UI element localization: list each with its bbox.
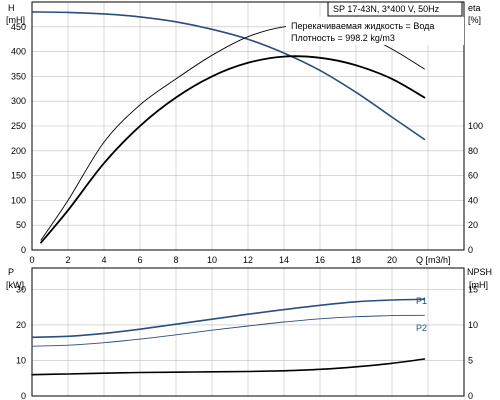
bottom-y-left-tick-label: 30 (16, 284, 26, 294)
top-y-right-tick-label: 60 (468, 171, 478, 181)
top-x-tick-label: 12 (243, 255, 253, 265)
bottom-series (31, 298, 426, 376)
top-chart: SP 17-43N, 3*400 V, 50Hz Перекачиваемая … (6, 1, 483, 265)
top-x-tick-label: 4 (101, 255, 106, 265)
bottom-y-right-tick-label: 15 (468, 284, 478, 294)
bottom-series-line-1 (31, 314, 425, 347)
top-y-right-tick-label: 40 (468, 195, 478, 205)
top-plot-frame (31, 1, 465, 251)
top-series (31, 11, 426, 244)
top-x-tick-label: 14 (279, 255, 289, 265)
top-y-right-ticks: 0 20 40 60 80 100 (468, 121, 483, 255)
top-x-tick-label: 0 (29, 255, 34, 265)
liquid-text: Перекачиваемая жидкость = Вода (291, 21, 434, 31)
top-y-left-tick-label: 100 (11, 195, 26, 205)
top-series-line-1 (40, 24, 425, 241)
top-ylabel-right-2: [%] (468, 15, 481, 25)
bottom-plot-frame (31, 267, 465, 397)
bottom-y-right-ticks: 0 5 10 15 (468, 284, 478, 400)
bottom-y-right-tick-label: 0 (468, 391, 473, 400)
top-y-left-tick-label: 300 (11, 96, 26, 106)
top-ylabel-left-1: H (8, 3, 15, 13)
bottom-series-line-0 (31, 298, 426, 339)
top-ylabel-right-1: eta (468, 3, 481, 13)
bottom-y-left-tick-label: 20 (16, 320, 26, 330)
top-y-left-tick-label: 150 (11, 171, 26, 181)
top-y-left-tick-label: 450 (11, 22, 26, 32)
top-x-tick-label: 2 (65, 255, 70, 265)
series-label-p2: P2 (416, 323, 427, 333)
top-y-left-tick-label: 250 (11, 121, 26, 131)
top-y-left-tick-label: 200 (11, 146, 26, 156)
bottom-y-left-tick-label: 0 (21, 391, 26, 400)
top-y-left-ticks: 0 50 100 150 200 250 300 350 400 450 (11, 22, 26, 255)
bottom-grid (32, 268, 464, 396)
top-x-tick-label: 20 (387, 255, 397, 265)
top-x-tick-label: 8 (173, 255, 178, 265)
top-y-right-tick-label: 20 (468, 220, 478, 230)
top-x-tick-label: 16 (315, 255, 325, 265)
liquid-box (286, 17, 464, 45)
top-y-left-tick-label: 400 (11, 47, 26, 57)
top-series-line-0 (31, 11, 426, 141)
bottom-ylabel-left-1: P (8, 267, 14, 277)
bottom-series-line-2 (31, 358, 426, 376)
density-text: Плотность = 998.2 kg/m3 (291, 33, 395, 43)
top-y-right-tick-label: 0 (468, 245, 473, 255)
bottom-chart: 0 10 20 30 0 5 10 15 P [kW] NPSH [mH] P1 P2 (6, 267, 492, 400)
top-ylabel-left-2: [mH] (6, 15, 25, 25)
top-y-left-tick-label: 50 (16, 220, 26, 230)
bottom-y-left-ticks: 0 10 20 30 (16, 284, 26, 400)
info-box: SP 17-43N, 3*400 V, 50Hz Перекачиваемая … (286, 1, 464, 45)
top-x-tick-label: 18 (351, 255, 361, 265)
bottom-ylabel-left-2: [kW] (6, 280, 24, 290)
top-series-line-2 (40, 55, 426, 244)
top-x-ticks: 0 2 4 6 8 10 12 14 16 18 20 (29, 255, 397, 265)
top-x-tick-label: 10 (207, 255, 217, 265)
bottom-ylabel-right-2: [mH] (469, 280, 488, 290)
top-y-right-tick-label: 100 (468, 121, 483, 131)
model-box (327, 1, 463, 17)
top-y-right-tick-label: 80 (468, 146, 478, 156)
series-label-p1: P1 (416, 296, 427, 306)
bottom-y-right-tick-label: 10 (468, 320, 478, 330)
top-xlabel: Q [m3/h] (416, 255, 451, 265)
bottom-ylabel-right-1: NPSH (467, 267, 492, 277)
bottom-y-left-tick-label: 10 (16, 355, 26, 365)
top-x-tick-label: 6 (137, 255, 142, 265)
top-y-left-tick-label: 0 (21, 245, 26, 255)
top-y-left-tick-label: 350 (11, 71, 26, 81)
bottom-y-right-tick-label: 5 (468, 355, 473, 365)
model-text: SP 17-43N, 3*400 V, 50Hz (333, 4, 440, 14)
